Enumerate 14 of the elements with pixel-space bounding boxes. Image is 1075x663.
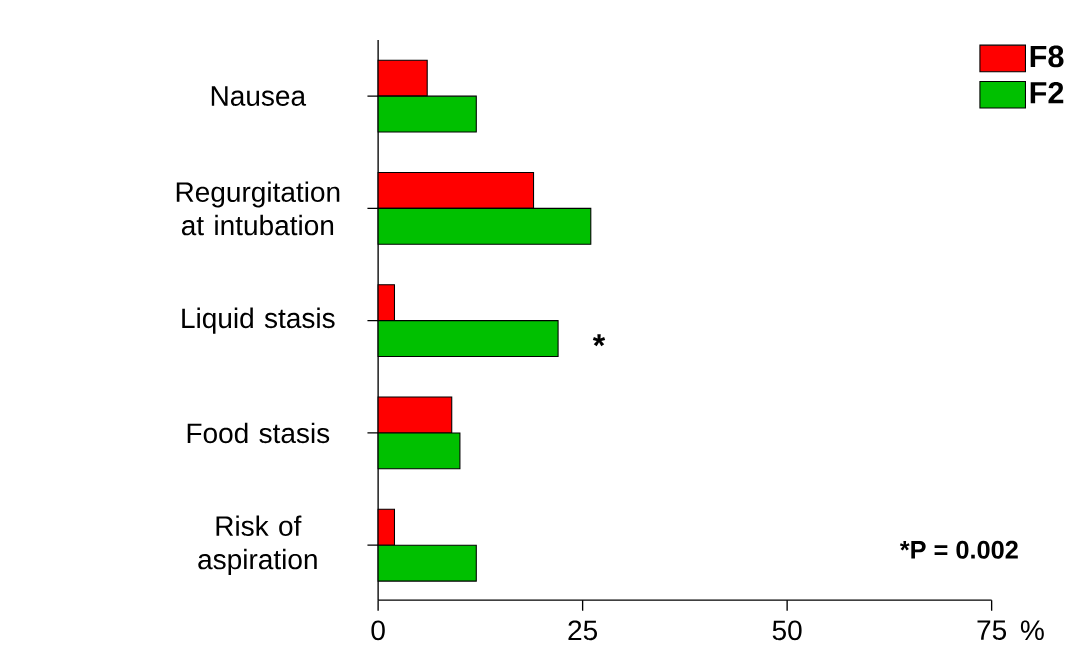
x-tick-label: 50 [772, 620, 802, 641]
x-tick-label: 75 [977, 620, 1007, 641]
x-axis-title: % [1020, 620, 1044, 641]
legend-label: F2 [1030, 81, 1064, 104]
annotation: * [592, 334, 606, 347]
y-tick-label: Regurgitation at intubation [176, 181, 340, 236]
annotation: *P = 0.002 [899, 540, 1018, 559]
x-tick-label: 0 [371, 620, 385, 641]
y-tick-label: Risk of aspiration [198, 515, 317, 575]
y-tick-label: Liquid stasis [182, 307, 335, 334]
legend-label: F8 [1030, 45, 1064, 68]
y-tick-label: Food stasis [187, 422, 330, 444]
y-tick-label: Nausea [211, 86, 307, 106]
x-tick-label: 25 [568, 620, 598, 641]
